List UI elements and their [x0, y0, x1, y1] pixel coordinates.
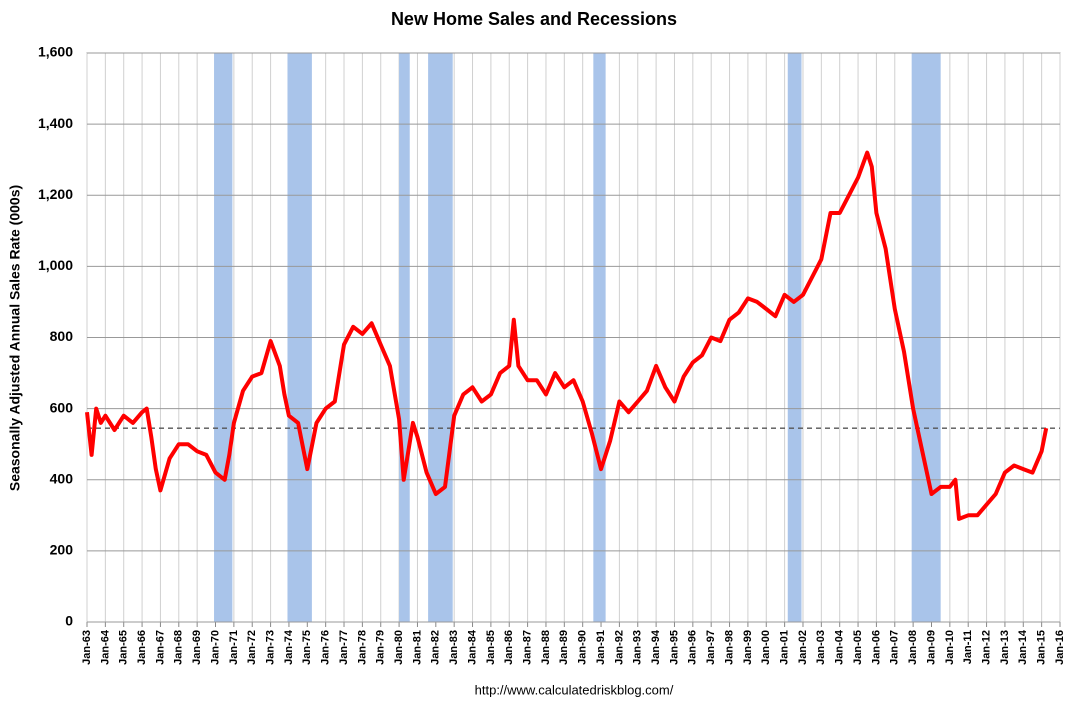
x-tick-label: Jan-96 — [687, 630, 699, 665]
x-tick-label: Jan-87 — [522, 630, 534, 665]
x-tick-label: Jan-64 — [99, 629, 111, 665]
x-tick-label: Jan-02 — [797, 630, 809, 665]
x-tick-label: Jan-89 — [558, 630, 570, 665]
x-tick-label: Jan-82 — [430, 630, 442, 665]
x-tick-label: Jan-76 — [320, 630, 332, 665]
x-tick-label: Jan-94 — [650, 629, 662, 665]
x-tick-label: Jan-01 — [779, 630, 791, 665]
x-tick-label: Jan-77 — [338, 630, 350, 665]
x-tick-label: Jan-90 — [577, 630, 589, 665]
x-tick-label: Jan-73 — [264, 630, 276, 665]
x-tick-label: Jan-03 — [815, 630, 827, 665]
x-tick-label: Jan-13 — [999, 630, 1011, 665]
y-tick-label: 800 — [50, 328, 74, 344]
x-tick-label: Jan-69 — [191, 630, 203, 665]
x-tick-label: Jan-67 — [154, 630, 166, 665]
x-tick-label: Jan-15 — [1036, 630, 1048, 665]
x-tick-label: Jan-12 — [980, 630, 992, 665]
x-tick-label: Jan-16 — [1054, 630, 1066, 665]
x-tick-label: Jan-68 — [173, 630, 185, 665]
x-tick-label: Jan-04 — [834, 629, 846, 665]
y-tick-label: 0 — [65, 613, 73, 629]
x-tick-label: Jan-05 — [852, 630, 864, 665]
x-tick-label: Jan-74 — [283, 629, 295, 665]
x-tick-label: Jan-83 — [448, 630, 460, 665]
x-tick-label: Jan-14 — [1017, 629, 1029, 665]
x-tick-label: Jan-93 — [632, 630, 644, 665]
y-axis-label: Seasonally Adjusted Annual Sales Rate (0… — [7, 185, 23, 491]
x-tick-label: Jan-99 — [742, 630, 754, 665]
x-tick-label: Jan-00 — [760, 630, 772, 665]
y-tick-label: 1,400 — [38, 115, 73, 131]
x-tick-label: Jan-91 — [595, 630, 607, 665]
y-tick-label: 1,600 — [38, 44, 73, 60]
x-tick-label: Jan-06 — [870, 630, 882, 665]
y-tick-label: 400 — [50, 470, 74, 486]
x-tick-label: Jan-75 — [301, 630, 313, 665]
x-tick-label: Jan-10 — [944, 630, 956, 665]
x-tick-label: Jan-81 — [411, 630, 423, 665]
y-tick-label: 1,000 — [38, 257, 73, 273]
x-tick-label: Jan-70 — [209, 630, 221, 665]
x-tick-label: Jan-63 — [81, 630, 93, 665]
x-tick-label: Jan-79 — [375, 630, 387, 665]
x-tick-label: Jan-09 — [925, 630, 937, 665]
x-tick-label: Jan-85 — [485, 630, 497, 665]
x-tick-label: Jan-07 — [889, 630, 901, 665]
x-tick-label: Jan-78 — [356, 630, 368, 665]
y-tick-label: 1,200 — [38, 186, 73, 202]
x-tick-label: Jan-08 — [907, 630, 919, 665]
x-tick-label: Jan-71 — [228, 630, 240, 665]
y-tick-label: 600 — [50, 399, 74, 415]
x-tick-label: Jan-80 — [393, 630, 405, 665]
x-tick-label: Jan-92 — [613, 630, 625, 665]
series-line — [85, 150, 1049, 521]
y-tick-label: 200 — [50, 542, 74, 558]
x-tick-label: Jan-88 — [540, 630, 552, 665]
x-tick-label: Jan-66 — [136, 630, 148, 665]
x-tick-label: Jan-11 — [962, 630, 974, 664]
x-tick-label: Jan-86 — [503, 630, 515, 665]
x-tick-label: Jan-65 — [118, 630, 130, 665]
x-tick-label: Jan-97 — [705, 630, 717, 665]
x-tick-label: Jan-95 — [668, 630, 680, 665]
x-tick-label: Jan-72 — [246, 630, 258, 665]
source: http://www.calculatedriskblog.com/ — [475, 682, 674, 697]
x-tick-label: Jan-84 — [466, 629, 478, 665]
x-tick-label: Jan-98 — [723, 630, 735, 665]
chart-title: New Home Sales and Recessions — [391, 9, 677, 29]
